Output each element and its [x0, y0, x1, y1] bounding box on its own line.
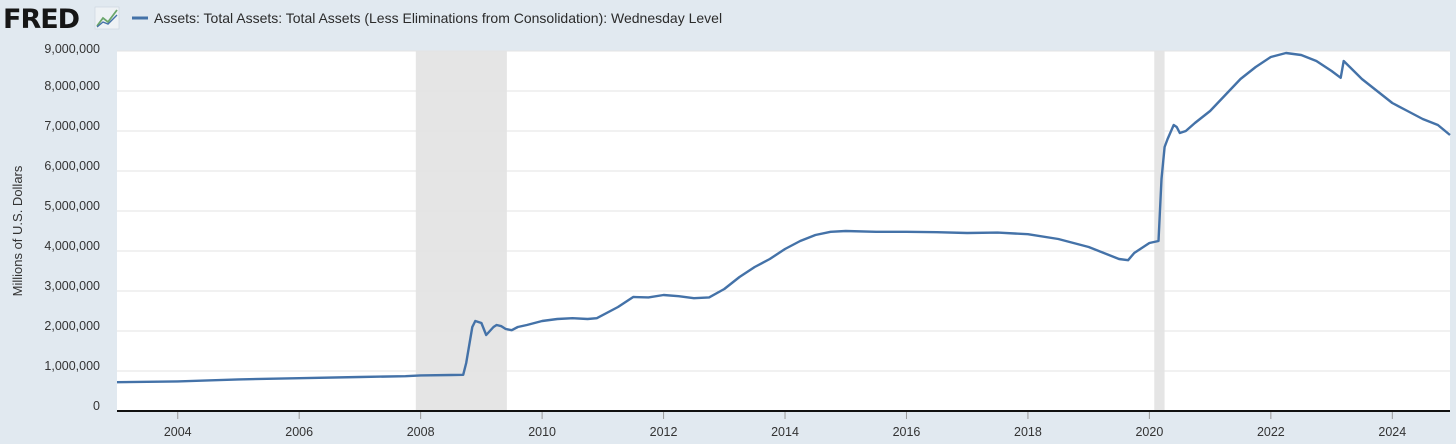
x-tick-label: 2024	[1378, 425, 1406, 439]
x-tick-label: 2010	[528, 425, 556, 439]
y-tick-label: 9,000,000	[44, 42, 100, 56]
legend-label: Assets: Total Assets: Total Assets (Less…	[154, 10, 722, 26]
x-tick-label: 2004	[164, 425, 192, 439]
x-tick-label: 2020	[1135, 425, 1163, 439]
fred-chart-icon	[94, 6, 120, 30]
recession-bands	[415, 51, 1165, 411]
y-axis-ticks: 0 1,000,000 2,000,000 3,000,000 4,000,000 5,0…	[44, 42, 100, 413]
x-tick-label: 2016	[893, 425, 921, 439]
x-tick-label: 2012	[650, 425, 678, 439]
x-axis-ticks: 2004 2006 2008 2010 2012 2014 2016 2018 2020 2022…	[164, 411, 1406, 439]
fred-logo[interactable]: FRED	[3, 4, 120, 35]
x-tick-label: 2006	[285, 425, 313, 439]
y-axis-label: Millions of U.S. Dollars	[10, 165, 25, 296]
y-tick-label: 0	[93, 399, 100, 413]
y-tick-label: 1,000,000	[44, 359, 100, 373]
x-tick-label: 2018	[1014, 425, 1042, 439]
y-tick-label: 3,000,000	[44, 279, 100, 293]
y-tick-label: 6,000,000	[44, 159, 100, 173]
recession-band-0	[415, 51, 507, 411]
x-tick-label: 2008	[407, 425, 435, 439]
fred-logo-text: FRED	[3, 4, 79, 35]
gridlines	[117, 50, 1450, 372]
plot-area	[117, 51, 1450, 411]
legend: Assets: Total Assets: Total Assets (Less…	[132, 10, 722, 26]
series-line-total-assets	[116, 51, 1451, 384]
y-tick-label: 2,000,000	[44, 319, 100, 333]
y-tick-label: 4,000,000	[44, 239, 100, 253]
x-tick-label: 2022	[1257, 425, 1285, 439]
y-tick-label: 8,000,000	[44, 79, 100, 93]
x-tick-label: 2014	[771, 425, 799, 439]
y-tick-label: 5,000,000	[44, 199, 100, 213]
y-tick-label: 7,000,000	[44, 119, 100, 133]
